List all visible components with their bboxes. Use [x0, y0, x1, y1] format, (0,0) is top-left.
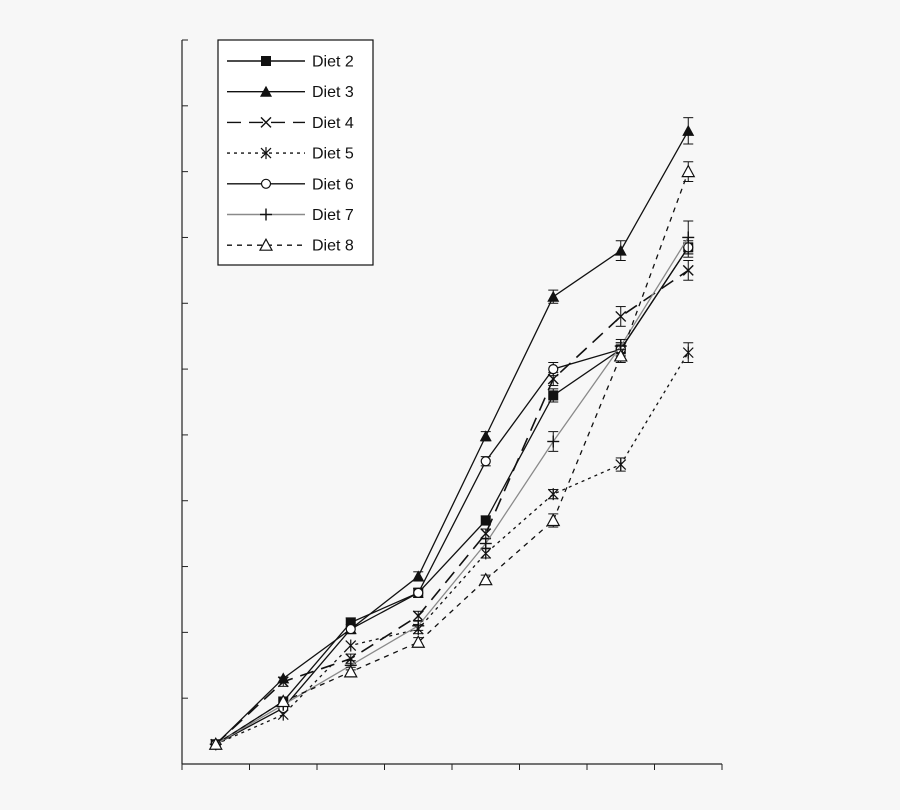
data-point-x: [682, 264, 694, 276]
data-point-asterisk: [547, 488, 559, 501]
data-point-x: [277, 676, 289, 688]
data-point-circle-open: [548, 363, 559, 375]
data-point-plus: [479, 537, 492, 550]
data-point-square-filled: [480, 515, 491, 526]
legend-entry: Diet 8: [227, 238, 354, 255]
legend-marker-triangle-open: [258, 237, 274, 251]
data-point-square-filled: [345, 617, 356, 628]
legend-label: Diet 4: [312, 115, 354, 132]
series-line: [215, 130, 689, 745]
series-diet-7: [209, 220, 695, 751]
legend-marker-square-filled: [261, 56, 271, 66]
series-line: [215, 246, 689, 745]
data-point-x: [480, 528, 492, 540]
legend-entry: Diet 5: [227, 146, 354, 163]
legend-label: Diet 7: [312, 207, 354, 224]
data-point-triangle-open: [411, 634, 426, 648]
data-point-triangle-open: [208, 737, 223, 750]
legend-label: Diet 8: [312, 238, 354, 255]
series-line: [215, 237, 689, 745]
data-point-plus: [682, 231, 695, 244]
legend-marker-triangle-filled: [260, 85, 272, 97]
data-point-triangle-filled: [479, 430, 492, 442]
data-point-triangle-open: [478, 572, 493, 586]
legend-marker-x: [260, 116, 272, 128]
legend-marker-circle-open: [260, 178, 272, 189]
series-line: [215, 269, 689, 745]
data-point-circle-open: [413, 587, 424, 598]
data-point-asterisk: [345, 639, 357, 652]
series-group: [208, 117, 696, 751]
data-point-triangle-open: [546, 513, 561, 527]
legend-entry: Diet 6: [227, 176, 354, 193]
series-diet-8: [208, 161, 696, 750]
data-point-plus: [547, 435, 560, 448]
legend-entry: Diet 7: [227, 207, 354, 224]
data-point-triangle-open: [613, 348, 628, 362]
x-ticks: [181, 764, 723, 770]
legend: Diet 2 Diet 3 Diet 4 Diet 5 Diet 6 Diet 7 Diet…: [217, 39, 374, 266]
legend-marker-asterisk: [260, 147, 272, 160]
legend-entry: Diet 2: [227, 54, 354, 71]
legend-marker-plus: [260, 208, 272, 221]
data-point-plus: [412, 619, 425, 632]
data-point-asterisk: [615, 458, 627, 471]
data-point-triangle-open: [343, 664, 358, 678]
series-diet-4: [210, 259, 694, 750]
legend-label: Diet 5: [312, 146, 354, 163]
legend-entry: Diet 3: [227, 84, 354, 101]
data-point-triangle-filled: [412, 570, 425, 582]
data-point-x: [345, 653, 357, 665]
data-point-asterisk: [682, 346, 694, 359]
legend-label: Diet 2: [312, 54, 354, 71]
axes: [181, 39, 723, 770]
legend-label: Diet 3: [312, 84, 354, 101]
legend-entry: Diet 4: [227, 115, 354, 132]
series-line: [215, 352, 689, 745]
series-line: [215, 246, 689, 745]
data-point-x: [412, 610, 424, 622]
y-ticks: [182, 39, 188, 765]
legend-label: Diet 6: [312, 176, 354, 193]
data-point-triangle-filled: [682, 124, 695, 136]
data-point-triangle-filled: [547, 290, 560, 302]
data-point-triangle-open: [681, 164, 696, 178]
data-point-x: [615, 310, 627, 322]
data-point-circle-open: [345, 623, 356, 635]
data-point-triangle-open: [276, 694, 291, 708]
data-point-circle-open: [480, 456, 491, 467]
series-line: [215, 171, 689, 745]
data-point-square-filled: [548, 390, 559, 401]
data-point-triangle-filled: [614, 244, 627, 256]
legend-entries: Diet 2 Diet 3 Diet 4 Diet 5 Diet 6 Diet 7 Diet…: [227, 54, 354, 255]
